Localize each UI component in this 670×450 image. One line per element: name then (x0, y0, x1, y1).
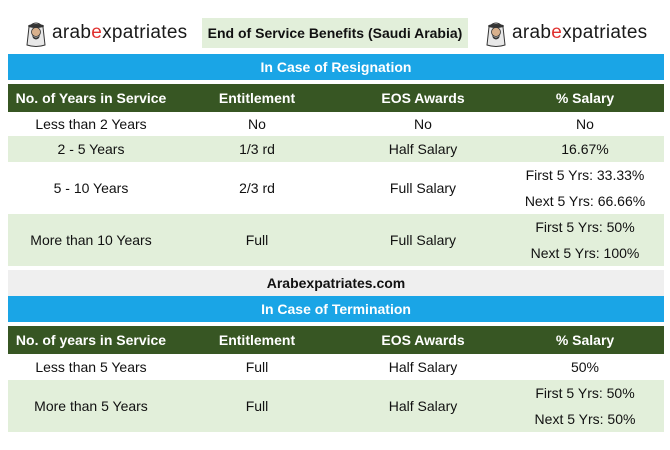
award-cell: No (414, 116, 432, 132)
years-cell: 5 - 10 Years (53, 180, 129, 196)
salary-line: Next 5 Yrs: 100% (530, 245, 640, 261)
entitlement-cell: Full (245, 398, 269, 414)
salary-line: Next 5 Yrs: 66.66% (524, 193, 646, 209)
salary-cell: 16.67% (561, 141, 609, 157)
termination-header-row: No. of years in Service Entitlement EOS … (8, 326, 664, 354)
entitlement-cell: Full (245, 232, 269, 248)
logo-left-post: xpatriates (102, 22, 188, 43)
salary-line: Next 5 Yrs: 50% (534, 411, 636, 427)
arab-man-icon (26, 22, 46, 47)
column-header: % Salary (555, 90, 615, 106)
salary-cell: First 5 Yrs: 50% Next 5 Yrs: 50% (506, 380, 664, 432)
logo-right: arabexpatriates (484, 14, 647, 52)
entitlement-cell: 2/3 rd (239, 180, 275, 196)
column-header: Entitlement (218, 332, 296, 348)
logo-right-hl: e (551, 22, 563, 43)
entitlement-cell: Full (245, 359, 269, 375)
table-row: Less than 2 Years No No No (8, 112, 664, 136)
arab-man-icon (486, 22, 506, 47)
salary-cell: First 5 Yrs: 50% Next 5 Yrs: 100% (506, 214, 664, 266)
salary-cell: First 5 Yrs: 33.33% Next 5 Yrs: 66.66% (506, 162, 664, 214)
column-header: Entitlement (218, 90, 296, 106)
column-header: % Salary (555, 332, 615, 348)
years-cell: Less than 2 Years (35, 116, 147, 132)
years-cell: Less than 5 Years (35, 359, 147, 375)
salary-line: First 5 Yrs: 33.33% (525, 167, 645, 183)
award-cell: Full Salary (389, 180, 457, 196)
years-cell: More than 10 Years (30, 232, 152, 248)
page-title: End of Service Benefits (Saudi Arabia) (202, 18, 468, 48)
logo-right-post: xpatriates (562, 22, 648, 43)
years-cell: 2 - 5 Years (57, 141, 125, 157)
table-row: Less than 5 Years Full Half Salary 50% (8, 354, 664, 380)
column-header: EOS Awards (381, 332, 465, 348)
entitlement-cell: No (248, 116, 266, 132)
column-header: No. of years in Service (15, 332, 167, 348)
termination-heading: In Case of Termination (8, 296, 664, 322)
logo-left: arabexpatriates (24, 14, 187, 52)
column-header: EOS Awards (381, 90, 465, 106)
table-row: 2 - 5 Years 1/3 rd Half Salary 16.67% (8, 136, 664, 162)
resignation-heading: In Case of Resignation (8, 54, 664, 80)
logo-right-pre: arab (512, 22, 552, 43)
award-cell: Half Salary (388, 141, 458, 157)
salary-line: First 5 Yrs: 50% (535, 385, 635, 401)
logo-left-hl: e (91, 22, 103, 43)
salary-line: First 5 Yrs: 50% (535, 219, 635, 235)
salary-cell: 50% (570, 359, 600, 375)
salary-cell: No (576, 116, 594, 132)
award-cell: Half Salary (388, 398, 458, 414)
years-cell: More than 5 Years (34, 398, 148, 414)
table-row: 5 - 10 Years 2/3 rd Full Salary First 5 … (8, 162, 664, 214)
table-row: More than 5 Years Full Half Salary First… (8, 380, 664, 432)
award-cell: Half Salary (388, 359, 458, 375)
site-label: Arabexpatriates.com (8, 270, 664, 296)
entitlement-cell: 1/3 rd (239, 141, 275, 157)
resignation-header-row: No. of Years in Service Entitlement EOS … (8, 84, 664, 112)
logo-left-pre: arab (52, 22, 92, 43)
table-row: More than 10 Years Full Full Salary Firs… (8, 214, 664, 266)
award-cell: Full Salary (389, 232, 457, 248)
column-header: No. of Years in Service (15, 90, 167, 106)
